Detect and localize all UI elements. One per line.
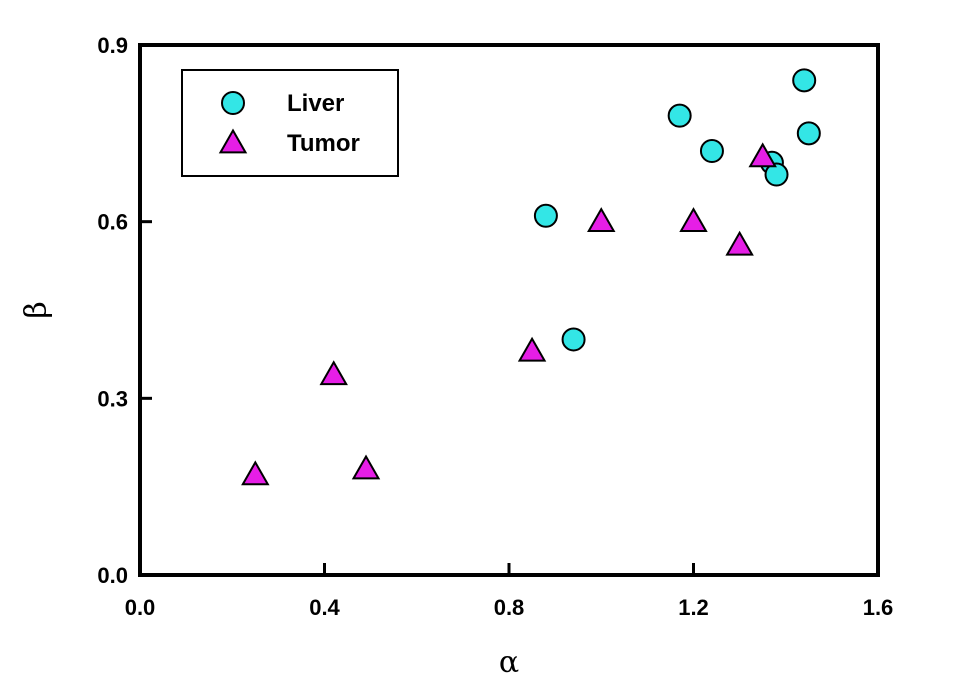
tumor-point	[319, 360, 348, 386]
tumor-point	[587, 207, 616, 233]
x-axis-label: α	[499, 645, 519, 680]
x-tick-label: 0.4	[309, 595, 340, 620]
y-tick-label: 0.3	[97, 386, 128, 411]
legend-label-tumor: Tumor	[287, 130, 360, 157]
legend-items: Liver Tumor	[218, 90, 360, 157]
liver-point	[667, 103, 692, 128]
legend-marker-liver	[221, 91, 245, 115]
legend: Liver Tumor	[181, 69, 399, 177]
liver-point	[792, 68, 817, 93]
liver-point	[764, 162, 789, 187]
tumor-point	[517, 336, 547, 362]
tumor-point	[748, 142, 777, 168]
x-tick-label: 1.2	[678, 595, 709, 620]
liver-point	[796, 121, 821, 146]
liver-point	[561, 327, 586, 352]
x-tick-label: 0.8	[494, 595, 525, 620]
y-tick-label: 0.6	[97, 210, 128, 235]
legend-box	[181, 69, 399, 177]
liver-point	[533, 203, 558, 228]
legend-marker-tumor	[218, 128, 248, 154]
tumor-point	[241, 460, 270, 486]
points-layer	[241, 68, 821, 486]
tumor-point	[351, 454, 381, 480]
y-tick-label: 0.0	[97, 563, 128, 588]
legend-label-liver: Liver	[287, 90, 344, 117]
tumor-point	[679, 207, 708, 233]
y-axis-label: β	[19, 301, 54, 318]
ticks-layer: 0.0 0.4 0.8 1.2 1.6 0.0 0.3 0.6 0.9	[97, 33, 893, 620]
x-tick-label: 1.6	[863, 595, 894, 620]
x-tick-label: 0.0	[125, 595, 156, 620]
y-tick-label: 0.9	[97, 33, 128, 58]
tumor-point	[725, 230, 754, 256]
liver-point	[699, 139, 724, 163]
plot-area-frame	[138, 43, 880, 577]
